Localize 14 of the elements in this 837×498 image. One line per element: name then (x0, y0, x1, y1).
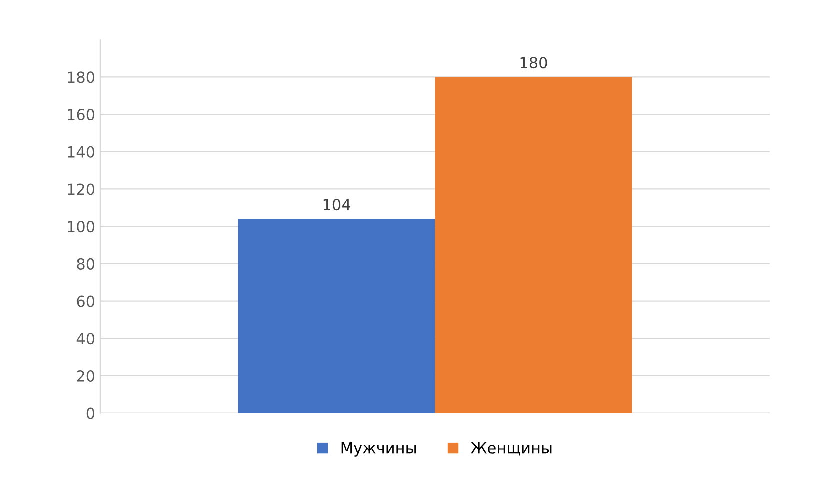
y-tick-label: 20 (77, 370, 95, 382)
y-tick-label: 140 (68, 146, 95, 158)
y-tick-label: 120 (68, 184, 95, 196)
y-tick-label: 80 (77, 258, 95, 270)
y-tick-label: 100 (68, 221, 95, 233)
y-tick-label: 0 (86, 408, 95, 420)
y-tick-label: 60 (77, 296, 95, 308)
y-tick-label: 160 (68, 109, 95, 121)
data-label: 104 (324, 199, 350, 211)
data-label: 180 (520, 57, 548, 69)
y-tick-label: 180 (68, 72, 95, 84)
y-tick-label: 40 (76, 333, 95, 345)
legend-label: Женщины (471, 442, 552, 456)
legend-label: Мужчины (342, 442, 416, 457)
